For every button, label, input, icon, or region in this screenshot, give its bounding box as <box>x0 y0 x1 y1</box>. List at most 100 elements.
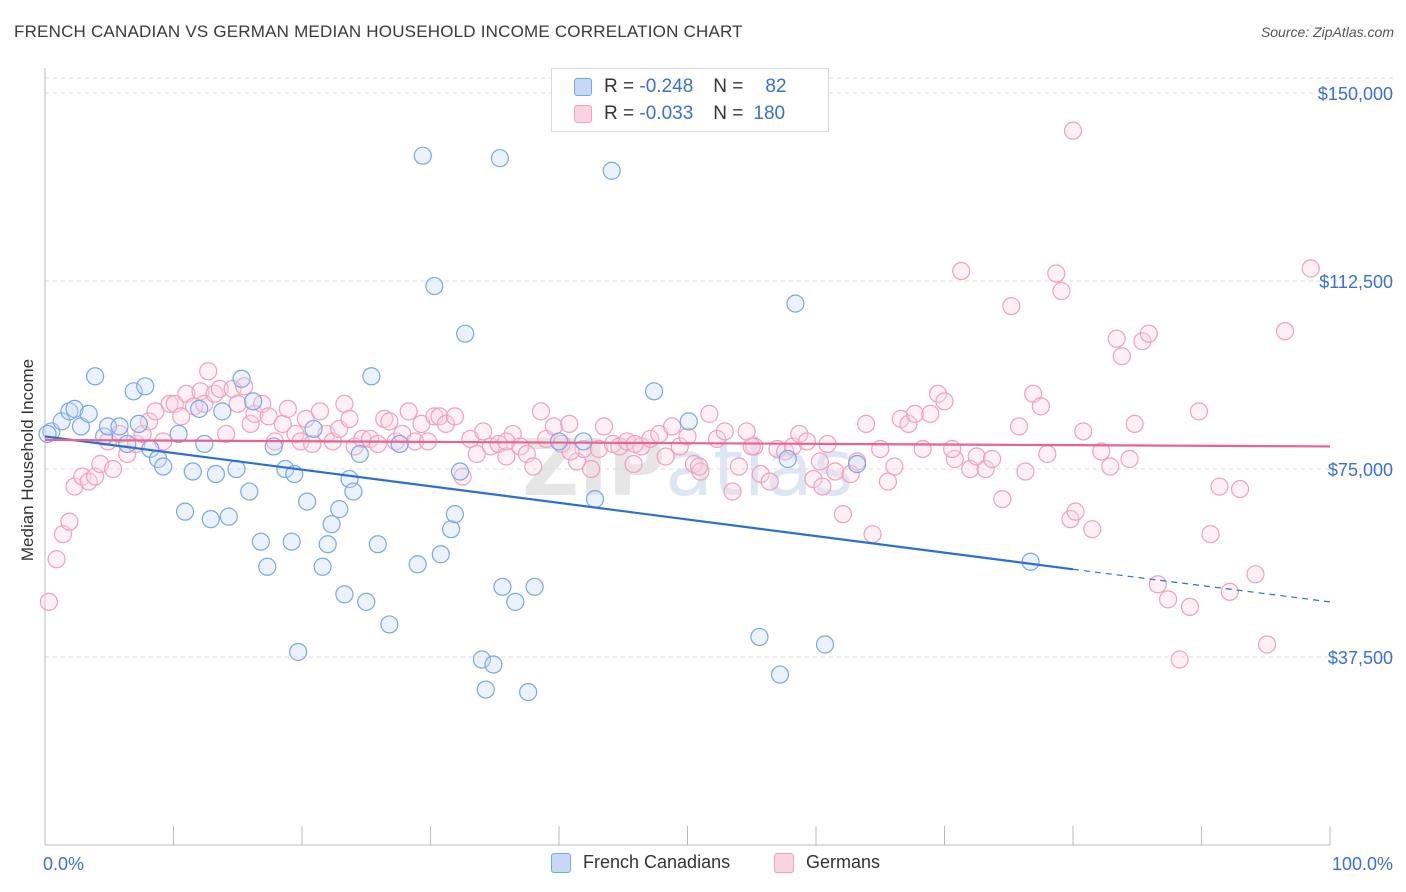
point-germans <box>399 402 418 421</box>
stats-legend: R = -0.248 N = 82 R = -0.033 N = 180 <box>551 68 829 132</box>
point-germans <box>1120 449 1139 469</box>
point-germans <box>982 449 1002 469</box>
legend-label: French Canadians <box>583 852 731 872</box>
point-french-canadians <box>244 392 263 411</box>
point-germans <box>340 409 359 428</box>
point-germans <box>47 550 66 569</box>
point-germans <box>905 404 925 423</box>
point-germans <box>1220 582 1239 601</box>
legend-label: Germans <box>806 852 881 872</box>
legend-r-label: R = <box>604 76 635 97</box>
point-french-canadians <box>289 642 308 662</box>
point-germans <box>952 261 971 281</box>
point-germans <box>1016 462 1035 481</box>
point-germans <box>1066 502 1085 521</box>
point-germans <box>1047 264 1066 283</box>
point-germans <box>199 362 218 381</box>
point-french-canadians <box>380 615 399 634</box>
point-germans <box>65 477 84 496</box>
point-french-canadians <box>368 535 387 554</box>
point-french-canadians <box>60 402 79 421</box>
point-germans <box>790 424 809 444</box>
point-germans <box>104 459 123 479</box>
point-french-canadians <box>585 489 605 509</box>
point-french-canadians <box>322 515 341 534</box>
point-germans <box>589 439 608 459</box>
point-french-canadians <box>240 482 259 501</box>
x-tick-label: 0.0% <box>43 854 84 874</box>
point-germans <box>943 439 962 459</box>
point-french-canadians <box>65 399 84 418</box>
point-germans <box>678 427 697 446</box>
point-french-canadians <box>778 449 797 469</box>
legend-swatch <box>574 78 592 96</box>
point-french-canadians <box>445 505 465 524</box>
point-french-canadians <box>86 367 105 386</box>
point-germans <box>1257 635 1277 654</box>
point-french-canadians <box>213 402 232 421</box>
point-germans <box>60 512 79 531</box>
point-french-canadians <box>313 557 332 576</box>
point-french-canadians <box>484 655 503 674</box>
point-french-canadians <box>770 665 790 684</box>
point-germans <box>700 404 719 423</box>
point-french-canadians <box>490 149 509 168</box>
point-germans <box>1133 332 1152 351</box>
legend-item-french-canadians[interactable]: French Canadians <box>551 852 730 873</box>
legend-r-label: R = <box>604 103 635 124</box>
legend-swatch <box>574 105 592 123</box>
point-germans <box>172 407 191 426</box>
point-germans <box>1009 417 1029 436</box>
point-french-canadians <box>175 502 195 521</box>
point-germans <box>1275 322 1295 341</box>
point-germans <box>1139 324 1158 343</box>
x-tick-label: 100.0% <box>1332 854 1393 874</box>
point-germans <box>205 384 224 403</box>
point-germans <box>303 434 322 454</box>
point-french-canadians <box>679 412 698 431</box>
point-french-canadians <box>602 161 621 180</box>
point-french-canadians <box>350 444 369 464</box>
trend-line-french-canadians-extension <box>1072 568 1331 603</box>
point-french-canadians <box>848 454 867 474</box>
y-axis-label: Median Household Income <box>18 358 37 562</box>
trend-lines <box>44 435 1331 603</box>
point-germans <box>1158 590 1178 609</box>
point-germans <box>913 439 932 459</box>
point-germans <box>241 414 260 434</box>
point-french-canadians <box>169 424 188 444</box>
point-french-canadians <box>258 557 277 576</box>
point-germans <box>1112 347 1131 366</box>
point-french-canadians <box>506 592 525 611</box>
point-french-canadians <box>227 459 246 479</box>
point-germans <box>1092 442 1111 461</box>
point-germans <box>1063 121 1083 140</box>
point-germans <box>662 417 682 436</box>
y-tick-label: $37,500 <box>1328 648 1393 668</box>
point-germans <box>813 477 832 496</box>
point-french-canadians <box>750 627 769 647</box>
point-germans <box>118 444 137 464</box>
point-french-canadians <box>574 432 593 451</box>
point-germans <box>878 472 898 491</box>
series-legend: French Canadians Germans <box>0 852 1406 878</box>
point-french-canadians <box>282 532 301 551</box>
point-germans <box>278 399 297 418</box>
y-tick-label: $112,500 <box>1319 272 1393 292</box>
point-germans <box>1038 444 1057 464</box>
point-germans <box>228 394 247 413</box>
point-germans <box>1180 597 1200 616</box>
point-germans <box>474 422 493 441</box>
point-germans <box>689 457 709 476</box>
source-label: Source: ZipAtlas.com <box>1260 24 1394 40</box>
point-germans <box>656 447 675 466</box>
point-french-canadians <box>519 683 538 702</box>
legend-item-germans[interactable]: Germans <box>774 852 880 873</box>
point-germans <box>1210 477 1229 496</box>
point-germans <box>380 412 399 431</box>
legend-n-label: N = <box>713 76 744 97</box>
point-germans <box>524 457 543 476</box>
y-tick-label: $75,000 <box>1328 460 1393 480</box>
point-french-canadians <box>201 510 220 529</box>
